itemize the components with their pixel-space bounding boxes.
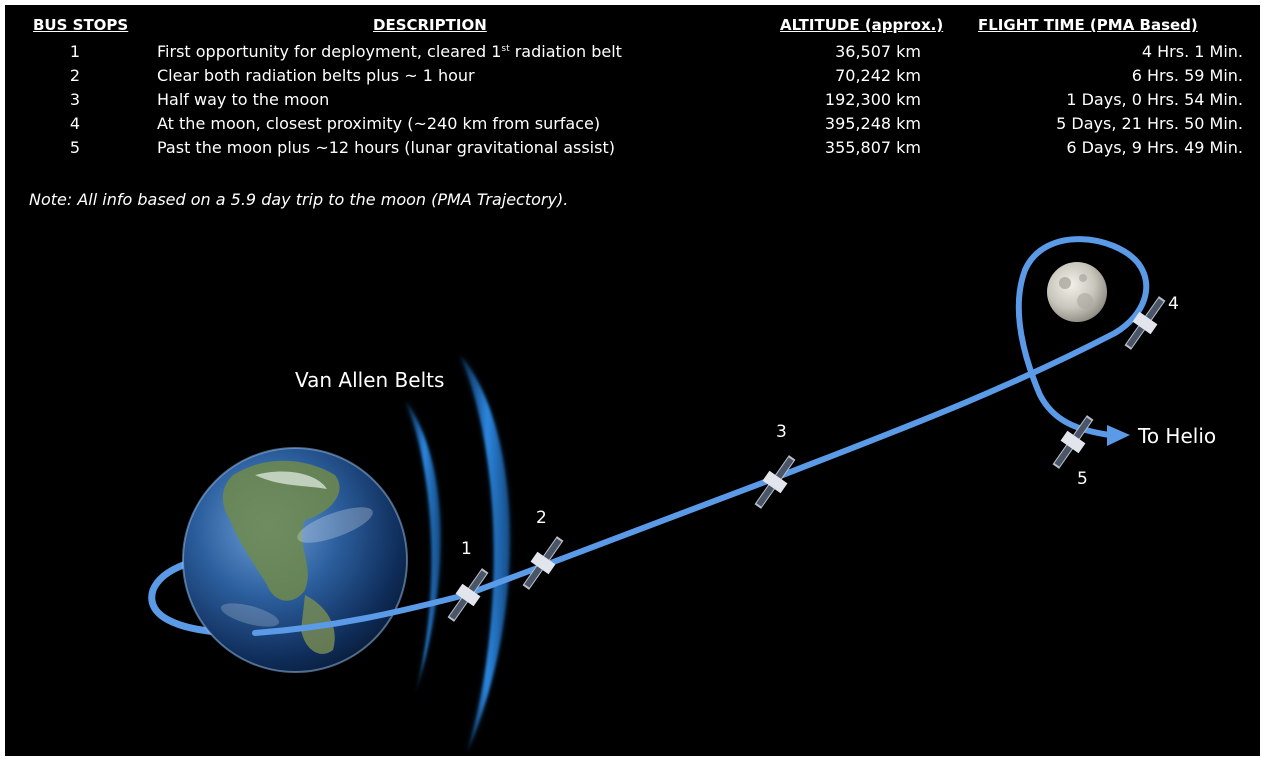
table-row: 5 Past the moon plus ~12 hours (lunar gr… bbox=[5, 138, 1260, 162]
outer-radiation-belt-glow bbox=[460, 355, 510, 753]
stop-altitude: 70,242 km bbox=[835, 66, 921, 85]
stop-number: 4 bbox=[69, 114, 81, 133]
stop-flight-time: 5 Days, 21 Hrs. 50 Min. bbox=[1056, 114, 1243, 133]
stop-description: First opportunity for deployment, cleare… bbox=[157, 42, 622, 61]
stop-description: Half way to the moon bbox=[157, 90, 330, 109]
satellite-2 bbox=[522, 536, 564, 590]
stop-number: 2 bbox=[69, 66, 81, 85]
table-row: 4 At the moon, closest proximity (~240 k… bbox=[5, 114, 1260, 138]
header-description: DESCRIPTION bbox=[373, 16, 487, 34]
header-flight-time: FLIGHT TIME (PMA Based) bbox=[978, 16, 1198, 34]
stop-altitude: 355,807 km bbox=[824, 138, 921, 157]
stop-number: 3 bbox=[69, 90, 81, 109]
header-bus-stops: BUS STOPS bbox=[33, 16, 129, 34]
description-tail: radiation belt bbox=[509, 42, 622, 61]
inner-radiation-belt-glow bbox=[405, 400, 441, 695]
stop-number: 5 bbox=[69, 138, 81, 157]
stop-altitude: 395,248 km bbox=[824, 114, 921, 133]
satellite-1 bbox=[447, 568, 489, 622]
stop-label-1: 1 bbox=[461, 539, 472, 559]
table-row: 3 Half way to the moon 192,300 km 1 Days… bbox=[5, 90, 1260, 114]
moon bbox=[1047, 262, 1107, 322]
table-row: 1 First opportunity for deployment, clea… bbox=[5, 42, 1260, 66]
header-altitude: ALTITUDE (approx.) bbox=[780, 16, 944, 34]
stop-label-3: 3 bbox=[776, 422, 787, 442]
description-text: First opportunity for deployment, cleare… bbox=[157, 42, 502, 61]
satellite-4 bbox=[1124, 296, 1166, 350]
stop-flight-time: 6 Days, 9 Hrs. 49 Min. bbox=[1066, 138, 1243, 157]
trip-note: Note: All info based on a 5.9 day trip t… bbox=[29, 190, 569, 209]
satellite-5 bbox=[1052, 415, 1094, 469]
stop-label-5: 5 bbox=[1077, 469, 1088, 489]
description-superscript: st bbox=[501, 44, 510, 54]
stop-altitude: 36,507 km bbox=[835, 42, 921, 61]
stop-description: Past the moon plus ~12 hours (lunar grav… bbox=[157, 138, 615, 157]
stop-label-2: 2 bbox=[536, 508, 547, 528]
helio-arrowhead bbox=[1107, 425, 1130, 446]
stop-description: At the moon, closest proximity (~240 km … bbox=[157, 114, 601, 133]
diagram-canvas: Van Allen Belts To Helio 1 2 3 4 5 BUS S… bbox=[5, 5, 1260, 756]
stop-flight-time: 6 Hrs. 59 Min. bbox=[1131, 66, 1243, 85]
satellite-3 bbox=[754, 455, 796, 509]
stop-altitude: 192,300 km bbox=[824, 90, 921, 109]
table-row: 2 Clear both radiation belts plus ~ 1 ho… bbox=[5, 66, 1260, 90]
van-allen-belts-label: Van Allen Belts bbox=[295, 368, 444, 392]
stop-flight-time: 1 Days, 0 Hrs. 54 Min. bbox=[1066, 90, 1243, 109]
stop-number: 1 bbox=[69, 42, 81, 61]
trajectory-diagram: Van Allen Belts To Helio 1 2 3 4 5 bbox=[148, 236, 1216, 753]
stop-flight-time: 4 Hrs. 1 Min. bbox=[1141, 42, 1243, 61]
stop-description: Clear both radiation belts plus ~ 1 hour bbox=[157, 66, 475, 85]
stop-label-4: 4 bbox=[1168, 294, 1179, 314]
earth bbox=[182, 447, 408, 673]
to-helio-label: To Helio bbox=[1137, 424, 1216, 448]
